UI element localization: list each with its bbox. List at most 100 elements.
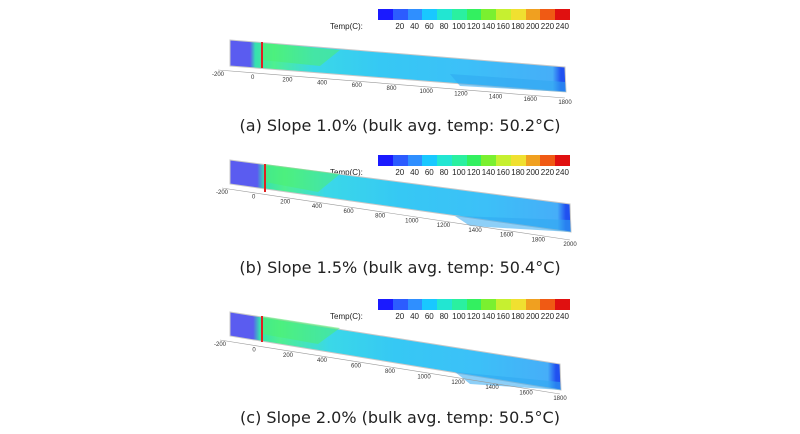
legend-color-swatch [481,9,497,20]
axis-tick-label: 600 [344,209,355,215]
legend-tick-label: 120 [466,312,481,321]
legend-tick-label: 60 [424,168,434,177]
legend-color-swatch [555,9,570,20]
legend-color-swatch [510,9,526,20]
legend-tick-label: 40 [410,312,419,321]
legend-color-swatch [466,9,482,20]
legend-tick-label: 100 [452,168,466,177]
axis-tick-label: 1000 [420,89,434,95]
legend-tick-label: 80 [439,22,449,31]
legend-tick-label: 180 [511,168,525,177]
pipe-temperature-contour: -200 0 200 400 600 800 1000 1200 1400 1600 1800 [214,311,567,400]
legend-color-swatch [496,299,511,310]
axis-tick-label: 800 [385,369,396,375]
axis-tick-label: 0 [251,75,255,81]
axis-tick-label: 1600 [524,97,538,103]
legend-color-swatch [451,155,467,166]
legend-title: Temp(C): [330,22,363,31]
legend-color-swatch [392,9,408,20]
axis-tick-label: 0 [252,347,256,353]
legend-color-swatch [540,299,556,310]
legend-tick-label: 180 [511,312,525,321]
legend-tick-label: 120 [466,168,481,177]
axis-tick-label: 1000 [417,374,431,380]
legend-color-swatch [437,299,452,310]
axis-tick-label: 600 [351,364,362,370]
legend-tick-label: 20 [395,312,405,321]
axis-tick-label: 1400 [468,228,482,234]
legend-tick-label: 40 [410,168,419,177]
axis-tick-label: 2000 [563,242,577,248]
axis-tick-label: 1600 [500,233,514,239]
pipe-temperature-contour: -200 0 200 400 600 800 1000 1200 1400 1600 1800 [212,39,572,106]
legend-tick-label: 160 [496,22,510,31]
color-legend-bar [378,155,570,166]
legend-tick-label: 240 [555,312,569,321]
axis-tick-label: 600 [352,83,363,89]
legend-tick-label: 220 [540,168,555,177]
pipe-temperature-contour: -200 0 200 400 600 800 1000 1200 1400 1600 1800 200… [216,159,577,248]
axis-tick-label: -200 [212,72,225,78]
axis-tick-label: 1800 [558,100,572,106]
legend-color-swatch [378,9,393,20]
axis-tick-label: 1800 [532,237,546,243]
caption: (b) Slope 1.5% (bulk avg. temp: 50.4°C) [239,258,561,277]
legend-tick-label: 220 [540,312,555,321]
axis-tick-label: 400 [317,80,328,86]
legend-color-swatch [422,9,438,20]
legend-color-swatch [422,155,438,166]
legend-color-swatch [555,155,570,166]
legend-color-swatch [525,155,541,166]
axis-tick-label: 1600 [519,391,533,397]
legend-color-swatch [437,9,452,20]
legend-tick-label: 40 [410,22,419,31]
legend-color-swatch [496,155,511,166]
legend-color-swatch [466,155,482,166]
legend-color-swatch [525,9,541,20]
legend-tick-label: 240 [555,22,569,31]
legend-color-swatch [510,299,526,310]
legend-color-swatch [510,155,526,166]
legend-tick-label: 80 [439,312,449,321]
axis-tick-label: 400 [312,204,323,210]
legend-color-swatch [378,299,393,310]
legend-tick-label: 160 [496,168,510,177]
legend-tick-label: 140 [481,22,496,31]
panel-slope-2-0: Temp(C): 20 40 60 80 100 120 140 160 180 200 220 24… [0,290,800,434]
legend-tick-label: 180 [511,22,525,31]
legend-tick-label: 100 [452,22,466,31]
legend-tick-label: 60 [424,22,434,31]
axis-tick-label: 1200 [454,92,468,98]
legend-color-swatch [555,299,570,310]
axis-labels: -200 0 200 400 600 800 1000 1200 1400 1600 1800 [212,72,572,106]
color-legend-bar [378,9,570,20]
legend-tick-label: 200 [526,168,540,177]
legend-ticks: 20 40 60 80 100 120 140 160 180 200 220 240 [378,312,570,322]
legend-ticks: 20 40 60 80 100 120 140 160 180 200 220 240 [378,22,570,32]
legend-color-swatch [466,299,482,310]
axis-tick-label: 1800 [553,396,567,400]
axis-tick-label: 1400 [489,94,503,100]
legend-tick-label: 20 [395,22,405,31]
axis-tick-label: 200 [280,199,291,205]
axis-tick-label: 800 [386,86,397,92]
axis-tick-label: 200 [282,78,293,84]
axis-labels: -200 0 200 400 600 800 1000 1200 1400 1600 1800 [214,342,567,400]
legend-color-swatch [407,299,423,310]
axis-tick-label: 400 [317,358,328,364]
legend-color-swatch [437,155,452,166]
axis-tick-label: 1000 [405,218,419,224]
legend-tick-label: 100 [452,312,466,321]
legend-color-swatch [481,299,497,310]
legend-title: Temp(C): [330,312,363,321]
legend-color-swatch [451,9,467,20]
legend-color-swatch [451,299,467,310]
axis-tick-label: 1200 [437,223,451,229]
legend-tick-label: 120 [466,22,481,31]
axis-tick-label: -200 [214,342,227,348]
legend-tick-label: 60 [424,312,434,321]
legend-color-swatch [496,9,511,20]
legend-color-swatch [378,155,393,166]
legend-color-swatch [392,155,408,166]
axis-tick-label: 1400 [485,385,499,391]
